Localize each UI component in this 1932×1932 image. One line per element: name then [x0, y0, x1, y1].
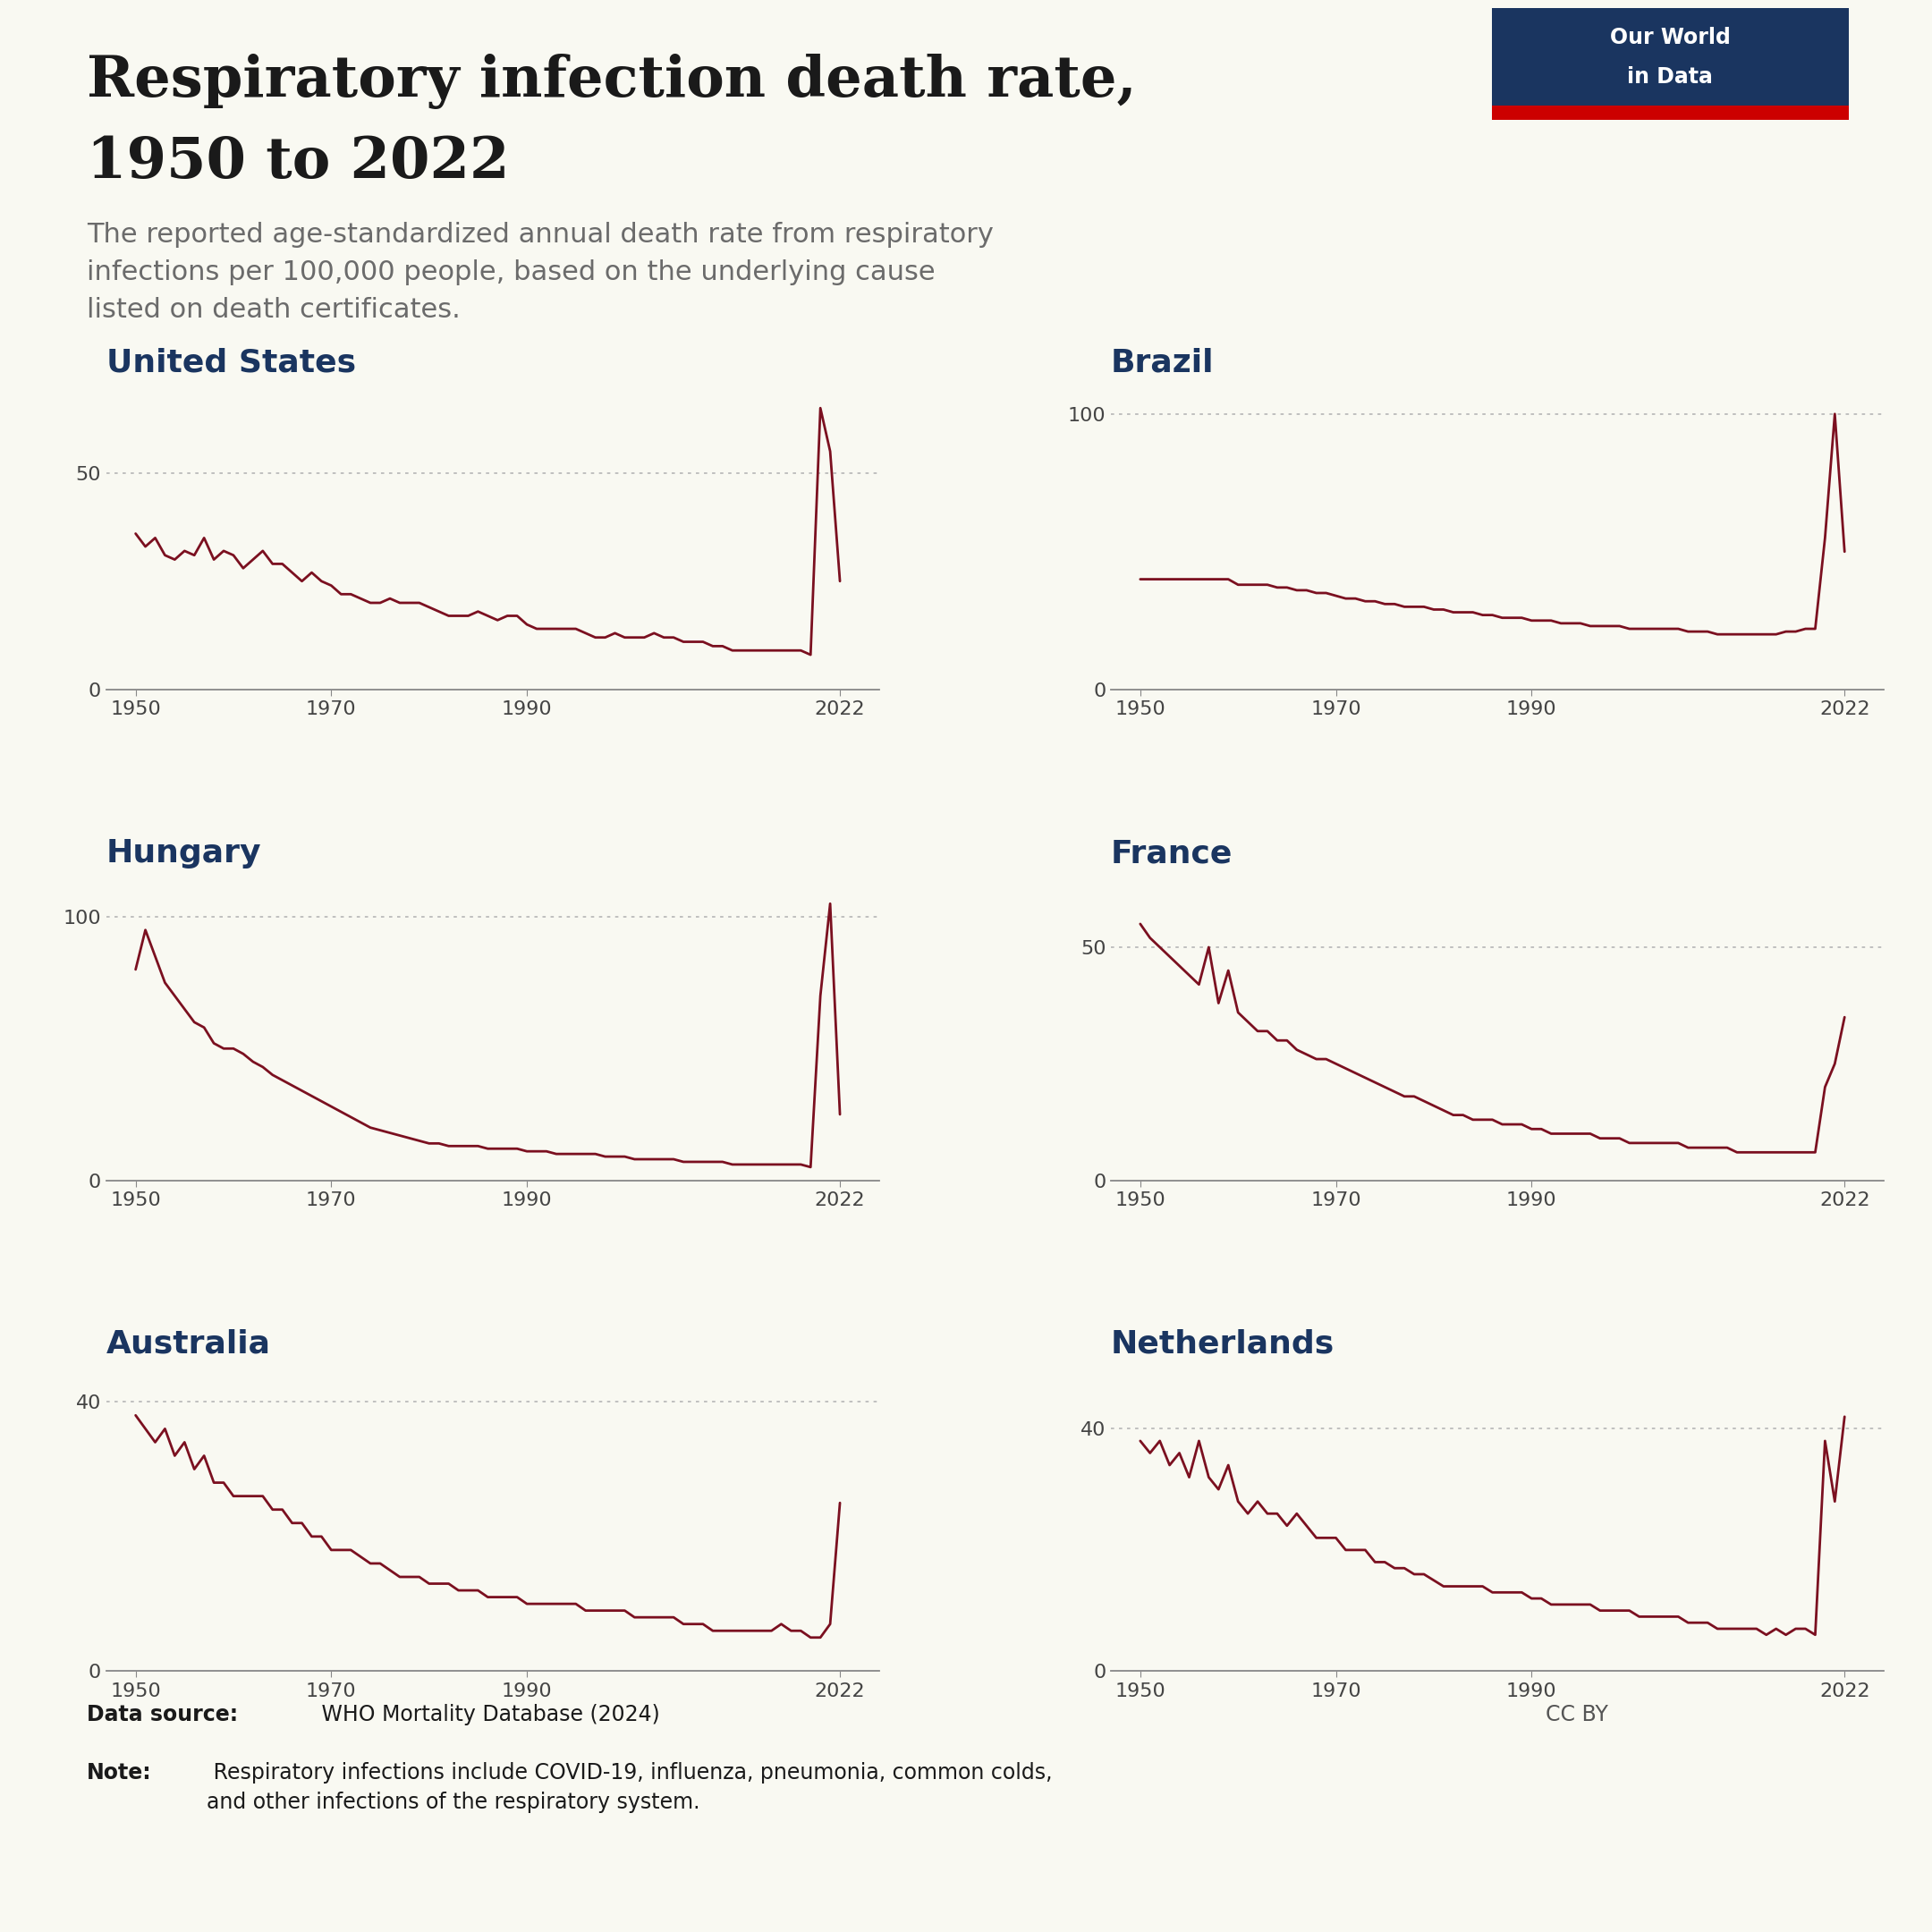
Text: Brazil: Brazil — [1111, 348, 1213, 379]
Text: Our World: Our World — [1609, 27, 1731, 48]
Text: Hungary: Hungary — [106, 838, 261, 869]
FancyBboxPatch shape — [1492, 104, 1849, 120]
Text: 1950 to 2022: 1950 to 2022 — [87, 135, 510, 189]
Text: Respiratory infections include COVID-19, influenza, pneumonia, common colds,
and: Respiratory infections include COVID-19,… — [207, 1762, 1053, 1814]
Text: WHO Mortality Database (2024): WHO Mortality Database (2024) — [315, 1704, 661, 1725]
Text: in Data: in Data — [1627, 66, 1714, 89]
Text: Note:: Note: — [87, 1762, 153, 1783]
Text: Australia: Australia — [106, 1329, 270, 1360]
Text: CC BY: CC BY — [1546, 1704, 1607, 1725]
Text: Netherlands: Netherlands — [1111, 1329, 1335, 1360]
Text: Respiratory infection death rate,: Respiratory infection death rate, — [87, 54, 1136, 110]
FancyBboxPatch shape — [1492, 8, 1849, 106]
Text: The reported age-standardized annual death rate from respiratory
infections per : The reported age-standardized annual dea… — [87, 222, 993, 323]
Text: Data source:: Data source: — [87, 1704, 238, 1725]
Text: France: France — [1111, 838, 1233, 869]
Text: United States: United States — [106, 348, 355, 379]
